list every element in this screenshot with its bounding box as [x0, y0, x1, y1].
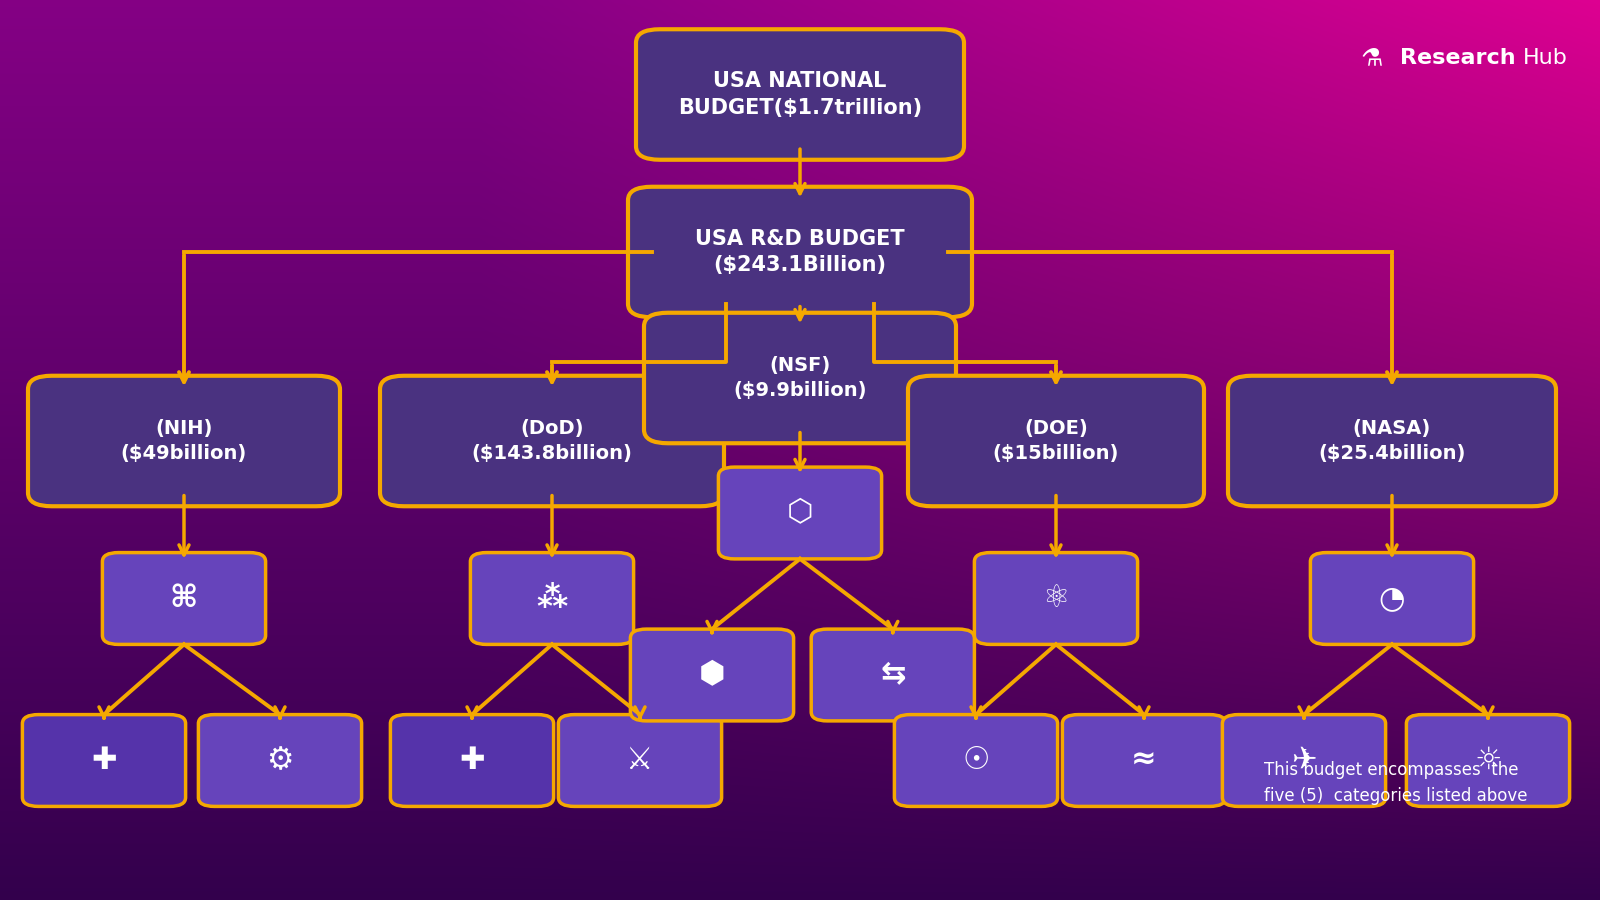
- FancyBboxPatch shape: [1406, 715, 1570, 806]
- Text: ✈: ✈: [1291, 746, 1317, 775]
- FancyBboxPatch shape: [627, 187, 971, 318]
- Text: (NASA)
($25.4billion): (NASA) ($25.4billion): [1318, 419, 1466, 463]
- Text: ⚔: ⚔: [626, 746, 654, 775]
- FancyBboxPatch shape: [637, 29, 963, 160]
- Text: (NIH)
($49billion): (NIH) ($49billion): [122, 419, 246, 463]
- Text: ⌘: ⌘: [170, 584, 198, 613]
- Text: ⚙: ⚙: [266, 746, 294, 775]
- FancyBboxPatch shape: [894, 715, 1058, 806]
- FancyBboxPatch shape: [811, 629, 974, 721]
- Text: Research: Research: [1400, 49, 1515, 68]
- Text: USA NATIONAL
BUDGET($1.7trillion): USA NATIONAL BUDGET($1.7trillion): [678, 71, 922, 118]
- FancyBboxPatch shape: [1222, 715, 1386, 806]
- FancyBboxPatch shape: [643, 313, 955, 444]
- FancyBboxPatch shape: [1310, 553, 1474, 644]
- Text: ⁂: ⁂: [536, 584, 568, 613]
- Text: This budget encompasses  the
five (5)  categories listed above: This budget encompasses the five (5) cat…: [1264, 760, 1528, 806]
- FancyBboxPatch shape: [470, 553, 634, 644]
- Text: ⬡: ⬡: [787, 499, 813, 527]
- FancyBboxPatch shape: [22, 715, 186, 806]
- FancyBboxPatch shape: [1062, 715, 1226, 806]
- Text: (NSF)
($9.9billion): (NSF) ($9.9billion): [733, 356, 867, 400]
- FancyBboxPatch shape: [909, 376, 1205, 506]
- Text: (DOE)
($15billion): (DOE) ($15billion): [994, 419, 1118, 463]
- Text: ⬢: ⬢: [699, 661, 725, 689]
- Text: ☼: ☼: [1474, 746, 1502, 775]
- Text: ✚: ✚: [91, 746, 117, 775]
- Text: ⚛: ⚛: [1042, 584, 1070, 613]
- Text: ⚗: ⚗: [1360, 47, 1382, 70]
- Text: ≈: ≈: [1131, 746, 1157, 775]
- FancyBboxPatch shape: [558, 715, 722, 806]
- FancyBboxPatch shape: [718, 467, 882, 559]
- FancyBboxPatch shape: [974, 553, 1138, 644]
- Text: ✚: ✚: [459, 746, 485, 775]
- FancyBboxPatch shape: [630, 629, 794, 721]
- Text: (DoD)
($143.8billion): (DoD) ($143.8billion): [472, 419, 632, 463]
- FancyBboxPatch shape: [102, 553, 266, 644]
- FancyBboxPatch shape: [29, 376, 341, 506]
- FancyBboxPatch shape: [379, 376, 723, 506]
- Text: Hub: Hub: [1523, 49, 1568, 68]
- FancyBboxPatch shape: [390, 715, 554, 806]
- FancyBboxPatch shape: [198, 715, 362, 806]
- Text: USA R&D BUDGET
($243.1Billion): USA R&D BUDGET ($243.1Billion): [694, 229, 906, 275]
- Text: ⇆: ⇆: [880, 661, 906, 689]
- Text: ☉: ☉: [962, 746, 990, 775]
- FancyBboxPatch shape: [1229, 376, 1555, 506]
- Text: ◔: ◔: [1379, 584, 1405, 613]
